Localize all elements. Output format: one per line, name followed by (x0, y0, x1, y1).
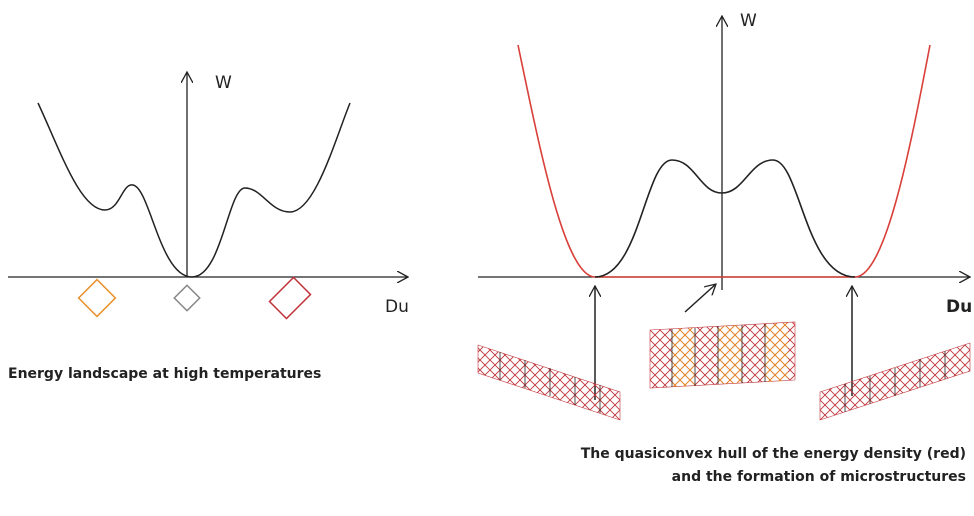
y-axis-label: W (215, 73, 232, 93)
left-panel: W Du Energy landscape at high temperatur… (8, 72, 409, 382)
x-axis-label: Du (385, 297, 409, 317)
caption: Energy landscape at high temperatures (8, 366, 321, 382)
right-panel: W Du The quasiconvex hull of the energy … (478, 11, 972, 485)
caption-line: and the formation of microstructures (672, 469, 966, 485)
figure: W Du Energy landscape at high temperatur… (0, 0, 974, 516)
microstructure-right (820, 343, 970, 420)
caption-line: The quasiconvex hull of the energy densi… (581, 446, 966, 462)
energy-curve (595, 160, 855, 277)
microstructure-left (478, 345, 620, 420)
red-cell (269, 277, 310, 318)
gray-cell (174, 285, 199, 310)
orange-cell (79, 280, 116, 317)
arrow (685, 284, 716, 312)
x-axis-label: Du (946, 297, 972, 317)
y-axis-label: W (740, 11, 757, 31)
microstructure-middle (650, 322, 795, 388)
quasiconvex-hull (518, 45, 930, 277)
energy-curve (38, 103, 350, 277)
